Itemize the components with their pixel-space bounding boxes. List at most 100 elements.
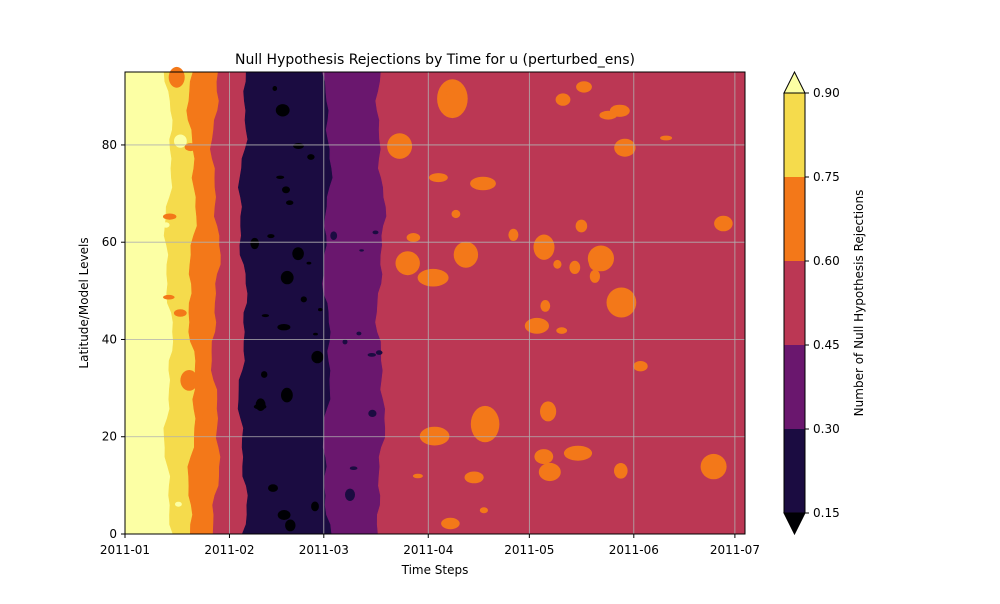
contour-patch-2-3: [285, 519, 296, 532]
colorbar-tick-label-2: 0.30: [813, 422, 840, 436]
contour-patch-1-41: [569, 260, 581, 274]
x-tick-label-2: 2011-02: [204, 543, 254, 557]
contour-patch-2-25: [267, 234, 275, 239]
contour-patch-1-40: [533, 234, 555, 260]
contour-band-5: [237, 71, 334, 535]
contour-patch-3-3: [356, 331, 362, 336]
contour-patch-1-23: [479, 507, 488, 514]
contour-patch-1-17: [534, 449, 554, 465]
contour-patch-1-19: [470, 405, 500, 443]
contour-patch-2-7: [250, 237, 259, 250]
plot-area: [124, 66, 746, 535]
contour-patch-1-14: [429, 173, 448, 183]
contour-patch-1-8: [524, 317, 550, 334]
x-tick-label-6: 2011-06: [609, 543, 659, 557]
contour-regions: [124, 71, 746, 535]
contour-patch-5-3: [159, 187, 170, 198]
contour-patch-1-37: [633, 361, 648, 372]
colorbar-frame: [783, 92, 806, 514]
plot-frame: [124, 71, 746, 535]
y-tick-label-4: 60: [102, 235, 117, 249]
colorbar-over-arrow: [783, 70, 806, 94]
contour-patch-3-2: [375, 350, 383, 355]
contour-patch-1-5: [614, 138, 636, 157]
contour-patch-2-15: [282, 186, 290, 194]
contour-patch-4-4: [163, 294, 175, 300]
contour-patch-2-4: [275, 104, 290, 117]
colorbar-segment-2: [784, 345, 805, 429]
y-axis-label: Latitude/Model Levels: [77, 237, 91, 368]
colorbar-tick-label-1: 0.15: [813, 506, 840, 520]
contour-patch-1-35: [553, 259, 562, 269]
contour-patch-1-36: [540, 401, 557, 422]
colorbar-tick-label-3: 0.45: [813, 338, 840, 352]
contour-patch-2-1: [277, 510, 291, 520]
contour-patch-3-4: [368, 409, 377, 417]
colorbar-label: Number of Null Hypothesis Rejections: [852, 190, 866, 417]
contour-band-6: [321, 71, 387, 535]
contour-patch-2-8: [293, 143, 304, 149]
contour-patch-1-11: [508, 228, 519, 241]
colorbar-segment-3: [784, 261, 805, 345]
contour-patch-4-8: [202, 409, 216, 425]
contour-patch-2-2: [281, 387, 293, 403]
contour-patch-3-10: [367, 353, 376, 357]
contour-patch-2-12: [268, 484, 278, 492]
contour-patch-1-29: [444, 90, 455, 96]
x-tick-label-7: 2011-07: [710, 543, 760, 557]
contour-patch-4-10: [193, 238, 204, 251]
contour-patch-1-30: [563, 445, 593, 461]
contour-patch-1-20: [700, 453, 727, 480]
contour-patch-2-13: [307, 154, 315, 160]
contour-patch-1-12: [464, 471, 484, 484]
colorbar: 0.15 0.30 0.45 0.60 0.75 0.90: [783, 70, 840, 536]
contour-patch-1-13: [587, 245, 615, 272]
colorbar-segment-5: [784, 93, 805, 177]
contour-patch-1-10: [575, 219, 588, 233]
colorbar-tick-label-5: 0.75: [813, 170, 840, 184]
y-tick-label-1: 0: [109, 527, 117, 541]
contour-patch-3-8: [372, 230, 379, 235]
x-tick-label-3: 2011-03: [299, 543, 349, 557]
contour-patch-1-24: [589, 269, 601, 283]
y-tick-label-2: 20: [102, 430, 117, 444]
contour-patch-2-23: [306, 261, 312, 265]
contour-patch-1-34: [599, 110, 617, 120]
colorbar-segment-1: [784, 429, 805, 513]
contour-patch-3-5: [359, 249, 364, 252]
contour-patch-1-32: [406, 233, 421, 242]
contour-patch-2-11: [261, 371, 268, 378]
y-axis: 0 20 40 60 80: [102, 138, 125, 541]
contour-patch-1-18: [470, 176, 496, 191]
contour-patch-2-17: [277, 324, 291, 331]
contour-patch-2-18: [276, 175, 285, 179]
contour-patch-2-21: [300, 296, 307, 303]
contour-patch-2-6: [280, 270, 294, 285]
contour-patch-1-38: [412, 473, 423, 479]
contour-patch-3-9: [330, 231, 338, 240]
contour-patch-4-5: [194, 118, 202, 124]
contour-patch-2-10: [318, 308, 323, 312]
contour-patch-1-31: [555, 93, 571, 106]
contour-patch-2-22: [311, 501, 319, 512]
contour-patch-2-20: [286, 200, 294, 205]
contour-patch-5-1: [174, 134, 187, 148]
colorbar-segment-4: [784, 177, 805, 261]
contour-patch-1-26: [419, 426, 450, 446]
contour-patch-4-1: [184, 143, 197, 152]
contour-band-7: [375, 71, 746, 535]
contour-patch-1-39: [451, 209, 461, 219]
x-tick-label-4: 2011-04: [403, 543, 453, 557]
contour-patch-1-6: [437, 79, 468, 119]
y-tick-label-5: 80: [102, 138, 117, 152]
x-tick-label-5: 2011-05: [504, 543, 554, 557]
contour-patch-2-24: [255, 398, 266, 412]
contour-patch-2-9: [261, 314, 269, 318]
colorbar-tick-label-4: 0.60: [813, 254, 840, 268]
contour-patch-5-5: [161, 138, 169, 144]
contour-patch-4-9: [163, 213, 177, 220]
contour-patch-4-6: [180, 370, 198, 391]
contour-patch-3-7: [349, 466, 358, 471]
